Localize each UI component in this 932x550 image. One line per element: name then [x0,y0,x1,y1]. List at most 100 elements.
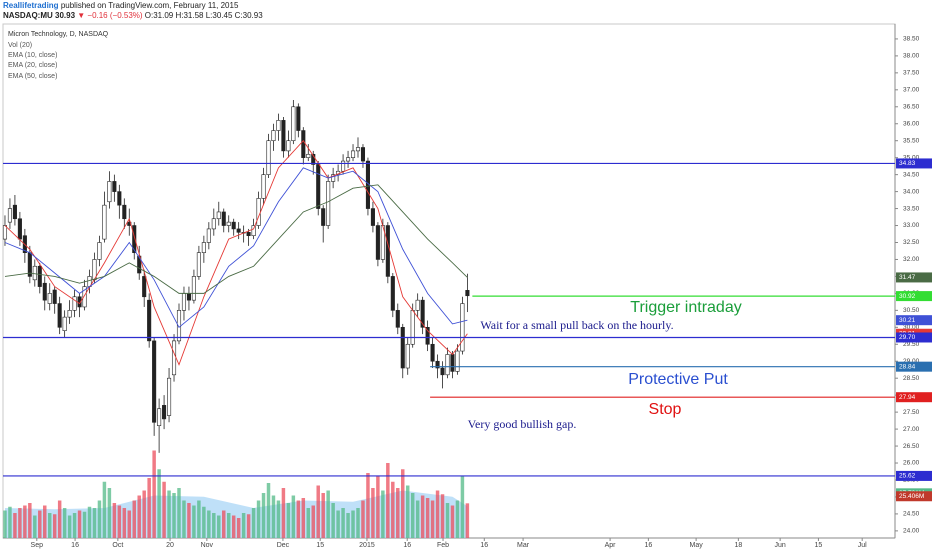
volume-bar [405,485,410,538]
volume-bar [117,505,122,538]
candle-body [216,211,221,220]
volume-bar [23,505,27,538]
volume-bar [301,498,306,538]
x-tick-label: 15 [815,542,823,549]
price-tag [896,291,932,302]
volume-bar [361,500,365,538]
price-tag [896,392,932,403]
publish-line: Reallifetrading published on TradingView… [3,1,263,11]
header: Reallifetrading published on TradingView… [3,1,263,21]
price-tag-label: 30.21 [899,317,916,324]
candle-body [37,265,42,287]
ohlc: O:31.09 H:31.58 L:30.45 C:30.93 [144,11,263,20]
legend-volume: Vol (20) [8,42,32,49]
volume-bar [435,490,440,538]
candle-body [2,225,8,240]
price-tag-label: 25.406M [899,493,924,500]
volume-bar [82,511,87,538]
volume-bar [43,505,47,538]
x-tick-label: 16 [480,542,488,549]
y-tick-label: 35.50 [903,137,920,144]
candle-body [291,106,296,142]
x-tick-label: Dec [277,542,290,549]
y-tick-label: 24.00 [903,528,920,535]
candle-body [460,303,465,352]
volume-bar [52,514,57,538]
volume-bar [296,500,301,538]
plot-frame [2,23,896,539]
candle-body [420,299,425,328]
y-tick-label: 37.50 [903,70,920,77]
x-tick-label: 16 [71,542,79,549]
ema-line [4,184,468,294]
y-tick-label: 29.50 [903,341,920,348]
price-tag [896,158,932,169]
candle-body [455,350,460,372]
volume-bar [356,508,360,538]
candle-body [370,208,375,226]
x-tick-label: Apr [605,542,617,549]
candle-body [12,204,17,220]
candle-body [162,405,167,420]
volume-bar [202,506,206,538]
candle-body [465,290,470,297]
ema-line [4,139,468,366]
y-tick-label: 33.00 [903,222,920,229]
x-tick-label: Feb [437,542,449,549]
candle-body [47,293,52,304]
candle-body [251,225,256,237]
volume-bar [92,508,97,538]
candle-body [132,225,137,253]
chart-title: Micron Technology, D, NASDAQ [8,31,109,38]
candle-body [142,276,147,298]
volume-bar [381,490,385,538]
volume-bar [396,488,400,538]
candle-body [57,303,62,328]
price-tag-label: 27.94 [899,394,916,401]
volume-bar [87,506,92,538]
volume-bar [3,510,7,538]
x-tick-label: Mar [517,542,530,549]
candle-body [375,225,380,260]
volume-bar [97,500,102,538]
candle-body [167,377,172,416]
y-tick-label: 33.50 [903,205,920,212]
candle-body [256,198,261,226]
legend-entry: EMA (20, close) [8,62,57,69]
candle-body [201,242,206,253]
candle-body [271,130,276,142]
volume-bar [72,513,77,538]
price-tag [896,272,932,283]
candle-body [231,221,236,230]
volume-bar [455,500,460,538]
volume-bar [162,481,166,538]
annotation: Wait for a small pull back on the hourly… [480,318,673,332]
y-tick-label: 34.50 [903,171,920,178]
volume-bar [152,450,156,538]
volume-bar [207,510,211,538]
change: ▼ −0.16 (−0.53%) [77,11,143,20]
quote-line: NASDAQ:MU 30.93 ▼ −0.16 (−0.53%) O:31.09… [3,11,263,21]
volume-bar [465,503,470,538]
volume-bar [386,463,390,538]
volume-bar [316,485,320,538]
candle-body [301,130,306,158]
candle-body [321,208,326,226]
price-tag [896,315,932,326]
candle-body [326,181,331,226]
legend-entry: EMA (10, close) [8,52,57,59]
candle-body [296,106,301,131]
candle-body [405,343,410,369]
volume-bar [77,510,82,538]
volume-bar [286,503,291,538]
y-tick-label: 29.00 [903,358,920,365]
x-tick-label: 16 [403,542,411,549]
y-tick-label: 30.50 [903,307,920,314]
volume-bar [450,505,455,538]
price-tag [896,332,932,343]
x-tick-label: 2015 [359,542,375,549]
y-tick-label: 37.00 [903,87,920,94]
x-tick-label: 16 [644,542,652,549]
y-tick-label: 28.50 [903,375,920,382]
volume-bar [122,508,127,538]
